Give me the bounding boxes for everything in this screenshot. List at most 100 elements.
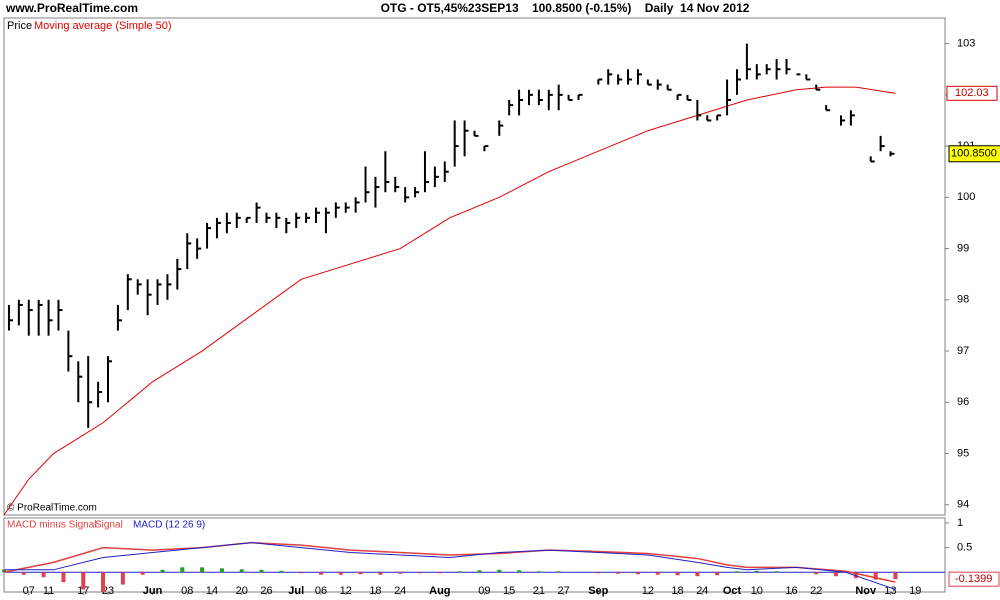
x-tick-label: 27 xyxy=(558,585,570,597)
macd-histogram-bar xyxy=(437,572,442,574)
y-tick-label: 100 xyxy=(957,191,975,203)
macd-histogram-bar xyxy=(477,570,482,573)
y-tick-label: 96 xyxy=(957,396,969,408)
ma-value-box xyxy=(946,85,998,101)
macd-histogram-bar xyxy=(140,572,145,575)
macd-histogram-bar xyxy=(834,572,839,577)
macd-histogram-bar xyxy=(160,569,165,573)
macd-histogram-bar xyxy=(695,572,700,577)
macd-histogram-bar xyxy=(338,572,343,575)
macd-histogram-bar xyxy=(81,572,86,590)
price-value-label: 100.8500 xyxy=(951,148,997,160)
macd-histogram-bar xyxy=(814,572,819,575)
macd-histogram-bar xyxy=(497,569,502,573)
x-tick-label: 09 xyxy=(478,585,490,597)
x-tick-label: 10 xyxy=(751,585,763,597)
macd-histogram-bar xyxy=(398,572,403,574)
site: www.ProRealTime.com xyxy=(5,1,138,15)
x-tick-label: 19 xyxy=(909,585,921,597)
x-tick-label: 17 xyxy=(77,585,89,597)
macd-value-box xyxy=(948,571,1000,587)
x-tick-label: Aug xyxy=(429,585,450,597)
x-tick-label: 21 xyxy=(533,585,545,597)
macd-histogram-bar xyxy=(318,572,323,575)
macd-histogram-bar xyxy=(873,572,878,580)
y-tick-label: 97 xyxy=(957,345,969,357)
macd-histogram-bar xyxy=(378,572,383,575)
x-tick-label: 24 xyxy=(394,585,406,597)
x-tick-label: Jun xyxy=(143,585,163,597)
x-tick-label: 14 xyxy=(206,585,218,597)
macd-histogram-bar xyxy=(715,572,720,576)
x-tick-label: 12 xyxy=(642,585,654,597)
macd-histogram-bar xyxy=(299,572,304,574)
macd-line-legend: MACD (12 26 9) xyxy=(133,520,205,531)
x-tick-label: 18 xyxy=(671,585,683,597)
macd-histogram-bar xyxy=(61,572,66,583)
x-tick-label: 20 xyxy=(236,585,248,597)
y-tick-label: 98 xyxy=(957,294,969,306)
macd-histogram-bar xyxy=(219,568,224,573)
macd-histogram-bar xyxy=(517,570,522,573)
macd-histogram-bar xyxy=(734,571,739,573)
price-legend: Price xyxy=(7,20,32,32)
macd-histogram-bar xyxy=(635,572,640,575)
x-tick-label: 11 xyxy=(43,585,54,597)
y-tick-label: 95 xyxy=(957,447,969,459)
macd-histogram-bar xyxy=(2,569,6,573)
copyright: © ProRealTime.com xyxy=(7,503,97,514)
macd-value-label: -0.1399 xyxy=(955,573,992,585)
macd-histogram-bar xyxy=(21,572,26,575)
price-panel xyxy=(3,17,946,516)
x-tick-label: 18 xyxy=(369,585,381,597)
price-value-box xyxy=(948,145,1000,163)
macd-histogram-bar xyxy=(754,570,759,573)
macd-histogram-bar xyxy=(596,572,601,574)
x-tick-label: 24 xyxy=(696,585,708,597)
macd-y-tick-label: 0.5 xyxy=(957,542,972,554)
x-tick-label: Oct xyxy=(723,585,742,597)
macd-histogram-bar xyxy=(200,567,205,573)
macd-y-tick-label: 1 xyxy=(957,517,963,529)
macd-line xyxy=(4,542,896,591)
y-tick-label: 103 xyxy=(957,38,975,50)
macd-histogram-bar xyxy=(536,571,541,573)
macd-histogram-bar xyxy=(655,572,660,575)
macd-histogram-bar xyxy=(239,569,244,573)
macd-histogram-bar xyxy=(279,570,284,573)
macd-legend: MACD minus Signal xyxy=(7,520,96,531)
x-tick-label: 08 xyxy=(181,585,193,597)
x-tick-label: Sep xyxy=(588,585,608,597)
macd-histogram-bar xyxy=(774,571,779,573)
ma-legend: Moving average (Simple 50) xyxy=(34,20,172,32)
moving-average xyxy=(3,86,896,516)
macd-histogram-bar xyxy=(418,572,423,574)
x-tick-label: 06 xyxy=(315,585,327,597)
y-tick-label: 99 xyxy=(957,242,969,254)
macd-histogram-bar xyxy=(180,567,185,573)
x-tick-label: 15 xyxy=(503,585,515,597)
x-tick-label: 07 xyxy=(23,585,35,597)
macd-histogram-bar xyxy=(893,572,898,580)
macd-histogram-bar xyxy=(358,572,363,575)
x-tick-label: 16 xyxy=(785,585,797,597)
x-tick-label: Jul xyxy=(288,585,304,597)
x-tick-label: Nov xyxy=(855,585,877,597)
macd-histogram-bar xyxy=(616,572,621,574)
x-tick-label: 12 xyxy=(340,585,352,597)
macd-panel xyxy=(3,517,946,593)
signal-legend: Signal xyxy=(95,520,123,531)
y-tick-label: 94 xyxy=(957,499,969,511)
macd-histogram-bar xyxy=(457,571,462,573)
macd-histogram-bar xyxy=(259,569,264,573)
ma-value-label: 102.03 xyxy=(955,87,989,99)
macd-histogram-bar xyxy=(675,572,680,576)
macd-histogram-bar xyxy=(120,572,125,585)
macd-histogram-bar xyxy=(556,571,561,573)
chart-title: OTG - OT5,45%23SEP13 100.8500 (-0.15%) D… xyxy=(381,1,750,15)
x-tick-label: 13 xyxy=(884,585,896,597)
macd-histogram-bar xyxy=(41,572,46,578)
x-tick-label: 26 xyxy=(260,585,272,597)
